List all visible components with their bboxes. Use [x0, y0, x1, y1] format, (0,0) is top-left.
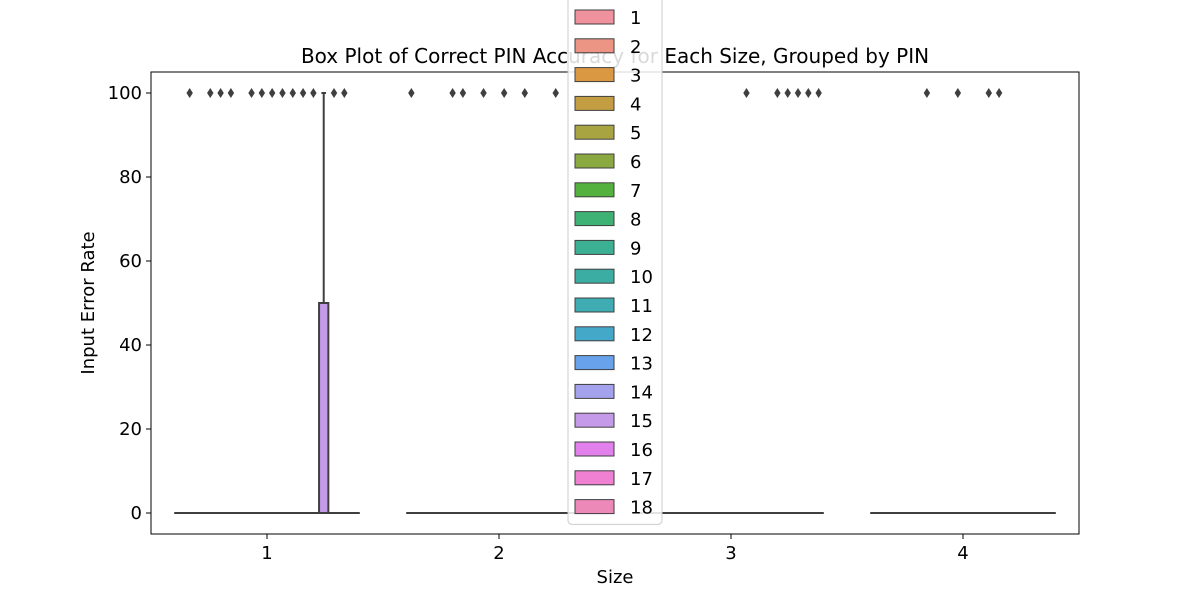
outlier-point: [500, 88, 508, 98]
box: [318, 302, 330, 514]
legend-label: 13: [630, 354, 653, 375]
outlier-point: [805, 88, 812, 98]
outlier-point: [279, 88, 286, 98]
outlier-point: [449, 88, 456, 98]
outlier-point: [248, 88, 255, 98]
outlier-point: [258, 88, 266, 98]
outlier-point: [289, 88, 296, 98]
y-tick-label: 20: [119, 419, 142, 440]
x-tick-label: 1: [261, 543, 272, 564]
legend-swatch: [574, 470, 615, 486]
outlier-point: [954, 88, 962, 98]
outlier-point: [815, 88, 822, 98]
legend-label: 3: [630, 66, 641, 87]
legend-swatch: [574, 182, 615, 198]
legend-label: 1: [630, 8, 641, 29]
x-axis-label: Size: [597, 567, 634, 588]
outlier-point: [521, 88, 528, 98]
legend-label: 4: [630, 94, 641, 115]
x-tick-label: 3: [725, 543, 736, 564]
legend-label: 16: [630, 440, 653, 461]
y-tick-label: 100: [108, 83, 142, 104]
outlier-point: [408, 88, 415, 98]
legend-swatch: [574, 211, 615, 227]
outlier-point: [310, 88, 317, 98]
y-tick-label: 60: [119, 251, 142, 272]
legend-swatch: [574, 9, 615, 25]
outlier-point: [923, 88, 931, 98]
legend-swatch: [574, 153, 615, 169]
y-axis-label: Input Error Rate: [78, 231, 99, 374]
outlier-point: [480, 88, 487, 98]
outlier-point: [186, 88, 193, 98]
y-tick-label: 80: [119, 167, 142, 188]
legend-label: 10: [630, 267, 653, 288]
y-tick-label: 40: [119, 335, 142, 356]
x-tick-label: 4: [957, 543, 968, 564]
outlier-point: [552, 88, 559, 98]
legend-label: 15: [630, 411, 653, 432]
legend-label: 5: [630, 123, 641, 144]
text-layer: Box Plot of Correct PIN Accuracy for Eac…: [78, 44, 929, 588]
legend-swatch: [574, 38, 615, 54]
data-layer: [174, 88, 1056, 514]
outlier-point: [217, 88, 224, 98]
legend-swatch: [574, 412, 615, 428]
legend-swatch: [574, 297, 615, 313]
legend-label: 14: [630, 382, 653, 403]
legend-label: 18: [630, 498, 653, 519]
legend-swatch: [574, 124, 615, 140]
outlier-point: [985, 88, 992, 98]
outlier-point: [743, 88, 750, 98]
outlier-point: [207, 88, 214, 98]
legend-label: 8: [630, 210, 641, 231]
legend-label: 9: [630, 238, 641, 259]
outlier-point: [299, 88, 307, 98]
legend-swatch: [574, 355, 615, 371]
legend-swatch: [574, 326, 615, 342]
outlier-point: [995, 88, 1003, 98]
legend-swatch: [574, 383, 615, 399]
legend-label: 12: [630, 325, 653, 346]
legend-label: 11: [630, 296, 653, 317]
legend-swatch: [574, 239, 615, 255]
outlier-point: [794, 88, 802, 98]
legend-label: 2: [630, 37, 641, 58]
legend-label: 17: [630, 469, 653, 490]
legend-swatch: [574, 441, 615, 457]
outlier-point: [341, 88, 348, 98]
outlier-point: [268, 88, 276, 98]
legend-swatch: [574, 499, 615, 515]
legend-swatch: [574, 67, 615, 83]
outlier-point: [330, 88, 338, 98]
legend-swatch: [574, 95, 615, 111]
x-tick-label: 2: [493, 543, 504, 564]
outlier-point: [459, 88, 467, 98]
legend-label: 6: [630, 152, 641, 173]
legend-swatch: [574, 268, 615, 284]
outlier-point: [774, 88, 781, 98]
outlier-point: [227, 88, 235, 98]
y-tick-label: 0: [131, 503, 142, 524]
outlier-point: [784, 88, 791, 98]
legend-label: 7: [630, 181, 641, 202]
